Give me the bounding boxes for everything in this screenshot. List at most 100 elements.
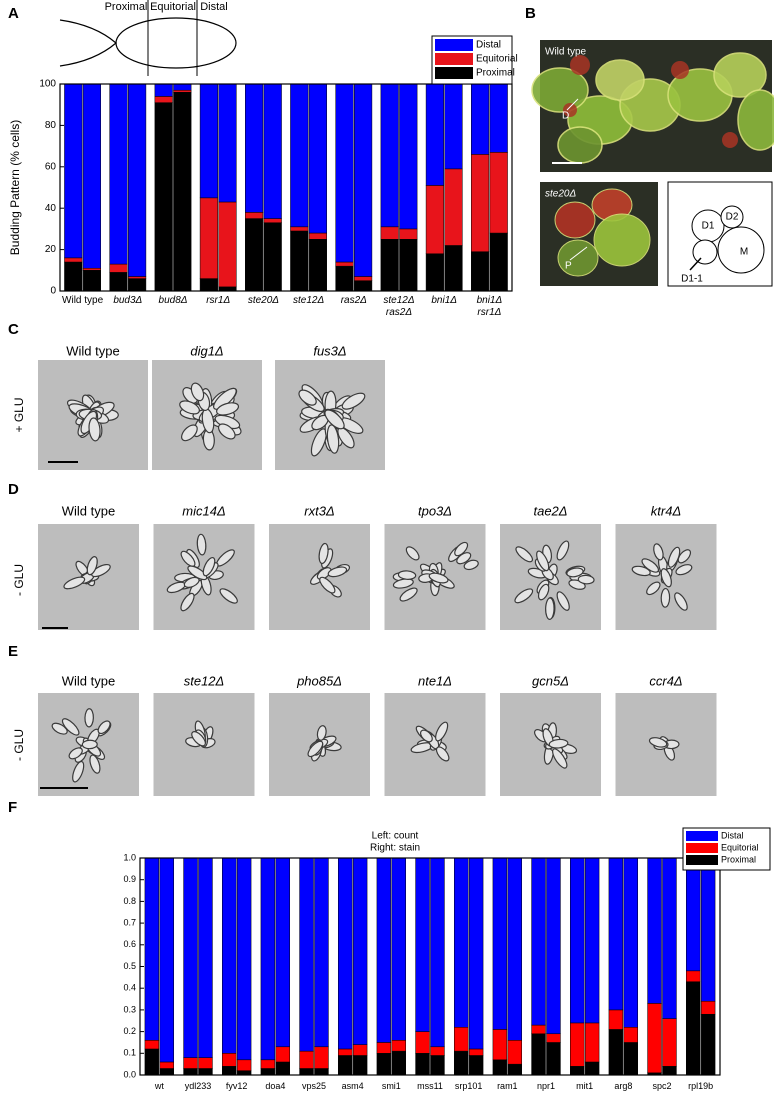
bar-segment [183, 857, 198, 1058]
condition-label: - GLU [12, 564, 26, 596]
bar-segment [308, 239, 327, 292]
strain-label: nte1Δ [418, 673, 452, 688]
panel-label: A [8, 5, 19, 22]
cell [318, 542, 329, 565]
cell [566, 567, 584, 578]
cell [298, 389, 317, 406]
bar-segment [608, 1009, 624, 1030]
bar-segment [354, 83, 373, 277]
bar-segment [415, 1053, 430, 1076]
bar-segment [144, 1048, 160, 1076]
cell [183, 576, 200, 588]
bar-segment [218, 201, 237, 288]
x-tick-label-line: mit1 [576, 1081, 593, 1091]
bar-segment [144, 1040, 160, 1050]
strain-label: dig1Δ [190, 343, 223, 358]
bar-segment [569, 1022, 585, 1067]
y-tick-label: 0.2 [123, 1026, 136, 1036]
x-tick-label-line: bud3Δ [113, 295, 142, 306]
cell [577, 574, 595, 585]
bar-segment [109, 263, 128, 273]
cell [181, 424, 198, 442]
cell-d1-1 [692, 239, 718, 265]
cell [63, 576, 86, 590]
pointer [566, 98, 579, 111]
y-tick-label: 0.8 [123, 896, 136, 906]
y-tick-label: 80 [45, 120, 57, 131]
legend-label: Distal [476, 40, 501, 51]
cell [631, 565, 651, 577]
strain-label: Wild type [62, 503, 115, 518]
cell [72, 760, 85, 783]
bar-segment [173, 89, 192, 93]
x-tick-label-line: wt [154, 1081, 164, 1091]
x-tick-label-line: ste20Δ [248, 295, 279, 306]
image-label: P [565, 261, 572, 272]
bar-segment [263, 222, 282, 292]
bar-segment [569, 1066, 585, 1076]
bar-segment [489, 152, 508, 234]
x-tick-label: bni1Δ [431, 295, 457, 306]
bar-segment [236, 1070, 252, 1076]
legend-swatch [435, 67, 473, 79]
cell [326, 424, 340, 454]
bar-segment [399, 83, 418, 230]
bar-segment [662, 1018, 677, 1067]
x-tick-label-line: bud8Δ [159, 295, 188, 306]
bar-segment [584, 1061, 600, 1076]
legend-label: Distal [721, 830, 744, 840]
bar-segment [471, 154, 490, 252]
bar-segment [546, 1033, 561, 1043]
pointer [689, 257, 702, 271]
schematic-label: D1 [702, 221, 715, 232]
x-tick-label-line: bni1Δ [477, 295, 503, 306]
bar-segment [647, 857, 662, 1004]
bar-segment [507, 1040, 523, 1065]
bar-segment [546, 857, 561, 1035]
x-tick-label: bud8Δ [159, 295, 188, 306]
bar-segment [569, 857, 585, 1024]
cell [97, 720, 111, 735]
bar-segment [468, 1048, 484, 1056]
bar-segment [154, 102, 173, 292]
cell [316, 567, 332, 580]
bar-segment [376, 1053, 392, 1076]
cell [435, 746, 450, 762]
x-tick-label: ras2Δ [341, 295, 367, 306]
y-tick-label: 100 [39, 79, 56, 90]
x-tick-label: spc2 [652, 1081, 671, 1091]
panel-label: C [8, 321, 19, 338]
bar-segment [376, 1042, 392, 1054]
bar-segment [623, 1042, 639, 1076]
legend-swatch [686, 855, 718, 865]
bar-segment [415, 857, 430, 1032]
cell [536, 550, 550, 572]
schematic-label: M [740, 247, 748, 258]
bar-segment [183, 1068, 198, 1076]
bar-segment [128, 276, 147, 279]
bar-segment [314, 1046, 329, 1069]
bar-segment [584, 857, 600, 1024]
x-tick-label: rsr1Δ [206, 295, 230, 306]
bar-segment [507, 857, 523, 1041]
bar-segment [263, 218, 282, 223]
bar-segment [198, 857, 213, 1058]
bud-outline [59, 19, 117, 67]
bar-segment [154, 96, 173, 103]
bar-segment [685, 857, 701, 972]
x-tick-label: bud3Δ [113, 295, 142, 306]
condition-label: + GLU [12, 397, 26, 432]
y-tick-label: 20 [45, 244, 57, 255]
cell [397, 570, 417, 580]
zone-label: Equitorial [150, 1, 196, 13]
cell [91, 563, 111, 578]
bar-segment [647, 1003, 662, 1074]
cell [713, 52, 767, 98]
bar-segment [531, 1024, 546, 1035]
bar-segment [662, 1066, 677, 1076]
image-label: D [562, 111, 569, 122]
bar-segment [337, 1048, 353, 1056]
cell [324, 409, 345, 430]
bar-segment [531, 857, 546, 1026]
